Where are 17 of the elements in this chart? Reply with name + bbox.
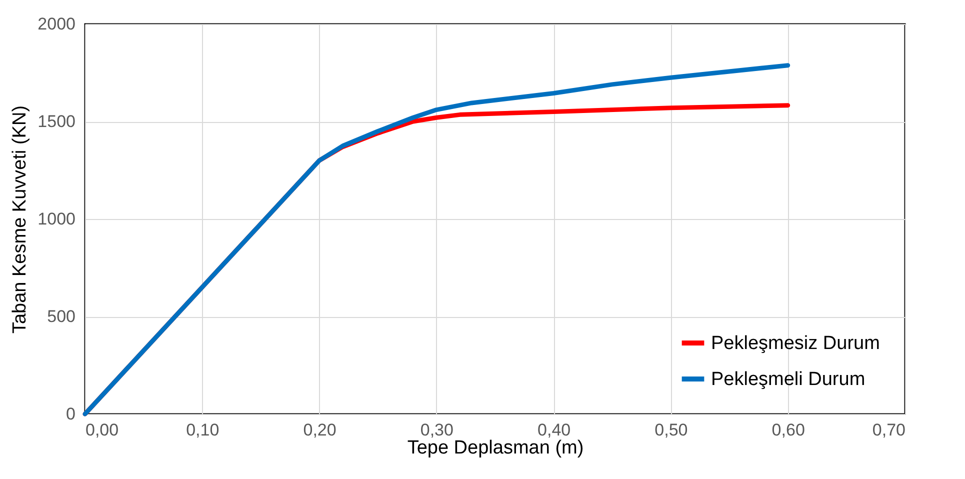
x-tick-label: 0,00 [86,420,119,440]
x-tick-label: 0,40 [538,420,571,440]
x-tick-label: 0,30 [420,420,454,440]
x-tick-label: 0,70 [872,420,906,440]
legend-label: Pekleşmeli Durum [711,369,866,390]
y-tick-label: 0 [66,404,76,424]
x-tick-label: 0,60 [772,420,805,440]
x-tick-label: 0,50 [654,420,688,440]
x-tick-label: 0,20 [303,420,336,440]
y-tick-label: 2000 [38,14,76,34]
y-axis-title: Taban Kesme Kuvveti (KN) [10,105,31,334]
y-tick-label: 1500 [38,112,76,131]
y-tick-label: 1000 [38,210,76,228]
legend-label: Pekleşmesiz Durum [711,333,880,354]
x-axis-title: Tepe Deplasman (m) [407,438,584,458]
y-tick-label: 500 [47,307,76,326]
x-tick-label: 0,10 [186,420,220,440]
